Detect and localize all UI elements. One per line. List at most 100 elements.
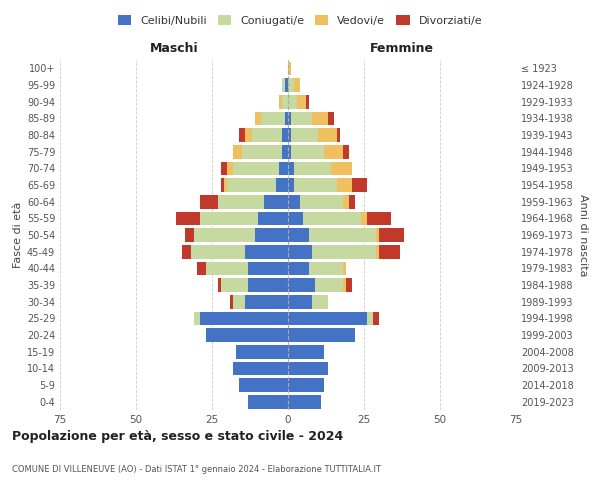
Bar xyxy=(291,128,319,142)
Bar xyxy=(343,262,346,275)
Bar xyxy=(376,228,379,242)
Bar xyxy=(361,212,367,225)
Bar xyxy=(288,112,291,125)
Bar xyxy=(194,228,254,242)
Bar xyxy=(200,212,257,225)
Bar xyxy=(239,378,288,392)
Bar xyxy=(218,278,221,292)
Legend: Celibi/Nubili, Coniugati/e, Vedovi/e, Divorziati/e: Celibi/Nubili, Coniugati/e, Vedovi/e, Di… xyxy=(113,10,487,30)
Bar xyxy=(288,378,325,392)
Bar xyxy=(313,112,328,125)
Bar xyxy=(288,78,294,92)
Bar xyxy=(233,162,279,175)
Bar xyxy=(233,362,288,375)
Bar xyxy=(288,328,355,342)
Bar xyxy=(236,345,288,358)
Bar xyxy=(294,78,300,92)
Bar xyxy=(218,195,263,208)
Bar xyxy=(197,262,206,275)
Bar xyxy=(379,228,404,242)
Bar xyxy=(254,112,260,125)
Y-axis label: Anni di nascita: Anni di nascita xyxy=(578,194,588,276)
Bar xyxy=(288,145,291,158)
Bar xyxy=(279,95,282,108)
Bar xyxy=(303,212,361,225)
Bar xyxy=(182,245,191,258)
Bar xyxy=(288,212,303,225)
Bar xyxy=(291,145,325,158)
Bar xyxy=(288,345,325,358)
Text: Femmine: Femmine xyxy=(370,42,434,55)
Bar xyxy=(337,128,340,142)
Bar xyxy=(288,162,294,175)
Bar xyxy=(300,195,343,208)
Bar xyxy=(288,312,367,325)
Bar xyxy=(352,178,367,192)
Bar xyxy=(282,128,288,142)
Bar xyxy=(200,312,288,325)
Bar xyxy=(230,295,233,308)
Bar xyxy=(309,262,343,275)
Bar xyxy=(233,295,245,308)
Bar xyxy=(328,112,334,125)
Bar xyxy=(185,228,194,242)
Y-axis label: Fasce di età: Fasce di età xyxy=(13,202,23,268)
Bar xyxy=(248,278,288,292)
Bar xyxy=(221,178,224,192)
Bar xyxy=(376,245,379,258)
Bar xyxy=(297,95,306,108)
Bar xyxy=(316,278,343,292)
Bar xyxy=(245,128,251,142)
Bar xyxy=(288,95,297,108)
Bar xyxy=(227,178,276,192)
Bar xyxy=(288,128,291,142)
Bar xyxy=(254,228,288,242)
Bar xyxy=(379,245,400,258)
Bar xyxy=(343,145,349,158)
Bar xyxy=(288,395,322,408)
Bar xyxy=(206,262,248,275)
Bar xyxy=(200,195,218,208)
Bar xyxy=(337,178,352,192)
Bar xyxy=(260,112,285,125)
Bar xyxy=(288,178,294,192)
Bar xyxy=(245,245,288,258)
Bar xyxy=(288,62,291,75)
Bar xyxy=(309,228,376,242)
Bar xyxy=(288,295,313,308)
Bar xyxy=(227,162,233,175)
Bar xyxy=(282,95,288,108)
Bar xyxy=(251,128,282,142)
Bar xyxy=(206,328,288,342)
Bar xyxy=(319,128,337,142)
Bar xyxy=(349,195,355,208)
Bar xyxy=(343,195,349,208)
Bar xyxy=(291,112,313,125)
Bar xyxy=(285,78,288,92)
Bar xyxy=(343,278,346,292)
Bar xyxy=(306,95,309,108)
Bar xyxy=(285,112,288,125)
Bar xyxy=(282,145,288,158)
Bar xyxy=(325,145,343,158)
Bar xyxy=(288,228,309,242)
Bar xyxy=(331,162,352,175)
Text: Popolazione per età, sesso e stato civile - 2024: Popolazione per età, sesso e stato civil… xyxy=(12,430,343,443)
Bar xyxy=(288,262,309,275)
Bar xyxy=(221,278,248,292)
Bar xyxy=(373,312,379,325)
Bar xyxy=(313,295,328,308)
Text: COMUNE DI VILLENEUVE (AO) - Dati ISTAT 1° gennaio 2024 - Elaborazione TUTTITALIA: COMUNE DI VILLENEUVE (AO) - Dati ISTAT 1… xyxy=(12,465,381,474)
Bar xyxy=(288,278,316,292)
Bar xyxy=(313,245,376,258)
Bar xyxy=(294,162,331,175)
Bar xyxy=(239,128,245,142)
Bar xyxy=(288,362,328,375)
Bar xyxy=(367,212,391,225)
Bar xyxy=(346,278,352,292)
Bar xyxy=(224,178,227,192)
Bar xyxy=(221,162,227,175)
Bar xyxy=(294,178,337,192)
Text: Maschi: Maschi xyxy=(149,42,199,55)
Bar xyxy=(288,195,300,208)
